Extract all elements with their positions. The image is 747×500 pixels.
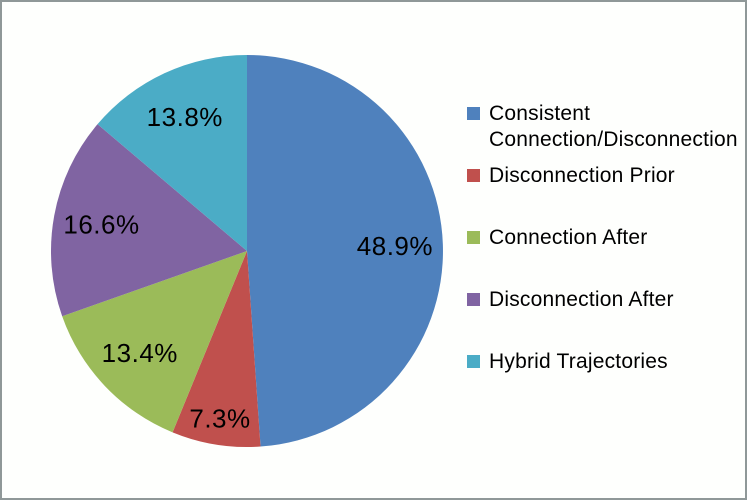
pie-slice-1: [247, 55, 443, 447]
legend-swatch-icon: [467, 169, 480, 182]
legend-item-2: Disconnection Prior: [467, 163, 745, 225]
legend-item-5: Hybrid Trajectories: [467, 349, 745, 411]
pie-slice-4: [50, 124, 247, 317]
pie-slice-data-label: 16.6%: [63, 209, 139, 239]
legend-label: Consistent Connection/Disconnection: [489, 102, 738, 151]
pie-slice-data-label: 13.4%: [102, 338, 178, 368]
legend-item-3: Connection After: [467, 225, 745, 287]
legend-label: Disconnection Prior: [489, 164, 675, 187]
pie-slice-2: [172, 251, 261, 447]
legend-item-4: Disconnection After: [467, 287, 745, 349]
pie-slice-5: [97, 55, 247, 251]
legend-label: Hybrid Trajectories: [489, 350, 668, 373]
pie-slice-data-label: 7.3%: [189, 404, 250, 434]
legend-swatch-icon: [467, 293, 480, 306]
pie-slice-data-label: 13.8%: [147, 102, 223, 132]
legend-label: Disconnection After: [489, 288, 674, 311]
legend-swatch-icon: [467, 231, 480, 244]
legend-item-1: Consistent Connection/Disconnection: [467, 101, 745, 163]
pie-slice-data-label: 48.9%: [357, 231, 433, 261]
legend-swatch-icon: [467, 355, 480, 368]
legend: Consistent Connection/Disconnection Disco…: [467, 101, 745, 411]
legend-swatch-icon: [467, 107, 480, 120]
legend-label: Connection After: [489, 226, 648, 249]
pie-slice-3: [62, 251, 247, 433]
